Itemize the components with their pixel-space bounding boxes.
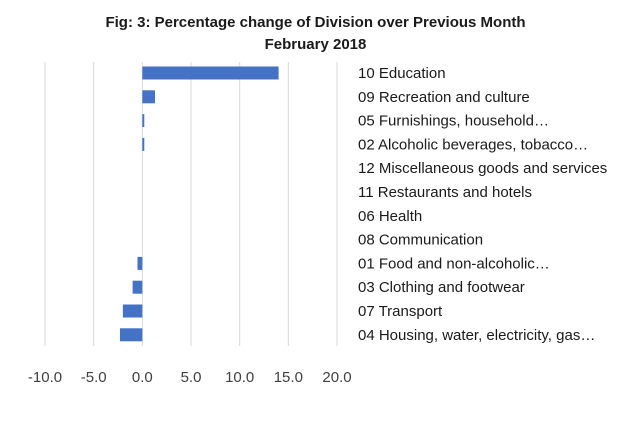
category-labels: 10 Education 09 Recreation and culture 05 … xyxy=(358,65,607,344)
chart-title: Fig: 3: Percentage change of Division ov… xyxy=(105,14,526,31)
category-label: 02 Alcoholic beverages, tobacco… xyxy=(358,136,588,153)
category-label: 08 Communication xyxy=(358,232,483,249)
x-tick-label: -5.0 xyxy=(81,369,107,386)
bar xyxy=(137,256,143,270)
bar xyxy=(122,304,143,318)
category-label: 12 Miscellaneous goods and services xyxy=(358,160,607,177)
bar xyxy=(119,328,143,342)
bar xyxy=(132,280,143,294)
bar xyxy=(142,66,279,80)
category-label: 10 Education xyxy=(358,65,446,82)
x-tick-label: 5.0 xyxy=(181,369,202,386)
x-tick-label: -10.0 xyxy=(28,369,62,386)
category-label: 09 Recreation and culture xyxy=(358,89,530,106)
category-label: 01 Food and non-alcoholic… xyxy=(358,255,550,272)
category-label: 04 Housing, water, electricity, gas… xyxy=(358,327,595,344)
category-label: 11 Restaurants and hotels xyxy=(358,184,532,201)
category-label: 07 Transport xyxy=(358,303,443,320)
bar xyxy=(142,90,155,104)
gridlines xyxy=(44,62,338,346)
category-label: 05 Furnishings, household… xyxy=(358,113,549,130)
category-label: 06 Health xyxy=(358,208,422,225)
bars xyxy=(119,66,279,342)
x-tick-label: 0.0 xyxy=(132,369,153,386)
x-tick-label: 10.0 xyxy=(225,369,254,386)
x-tick-label: 20.0 xyxy=(322,369,351,386)
x-tick-label: 15.0 xyxy=(274,369,303,386)
bar xyxy=(142,137,145,151)
bar xyxy=(142,114,145,128)
category-label: 03 Clothing and footwear xyxy=(358,279,525,296)
chart-subtitle: February 2018 xyxy=(264,36,367,53)
x-axis-tick-labels: -10.0 -5.0 0.0 5.0 10.0 15.0 20.0 xyxy=(28,369,352,386)
